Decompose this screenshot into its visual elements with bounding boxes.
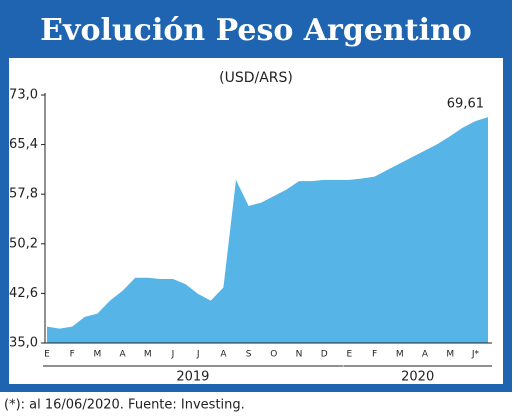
x-tick-label: A — [422, 350, 429, 360]
x-tick-label: D — [321, 350, 328, 360]
x-tick-label: J — [196, 350, 200, 360]
x-tick-label: F — [70, 350, 75, 360]
x-tick-label: J — [171, 350, 175, 360]
y-tick-label: 65,4 — [9, 137, 38, 152]
x-tick-label: O — [270, 350, 277, 360]
value-label: 69,61 — [447, 97, 484, 112]
x-tick-label: F — [372, 350, 377, 360]
chart-title: Evolución Peso Argentino — [40, 13, 472, 48]
x-tick-label: J* — [471, 350, 480, 360]
x-tick-label: N — [296, 350, 303, 360]
y-tick-label: 42,6 — [9, 286, 38, 301]
y-tick-label: 57,8 — [9, 187, 38, 202]
x-tick-label: E — [347, 350, 353, 360]
x-tick-label: A — [120, 350, 127, 360]
year-label: 2019 — [176, 370, 209, 385]
area — [47, 117, 488, 344]
y-tick-label: 73,0 — [9, 88, 38, 103]
note: (*): al 16/06/2020. Fuente: Investing. — [4, 398, 245, 413]
y-tick-label: 50,2 — [9, 236, 38, 251]
subtitle: (USD/ARS) — [219, 70, 293, 86]
x-tick-label: S — [246, 350, 252, 360]
x-tick-label: M — [446, 350, 454, 360]
x-tick-label: M — [144, 350, 152, 360]
x-tick-label: M — [396, 350, 404, 360]
x-tick-label: M — [94, 350, 102, 360]
x-tick-label: A — [220, 350, 227, 360]
x-tick-label: E — [44, 350, 50, 360]
year-label: 2020 — [401, 370, 434, 385]
y-tick-label: 35,0 — [9, 336, 38, 351]
